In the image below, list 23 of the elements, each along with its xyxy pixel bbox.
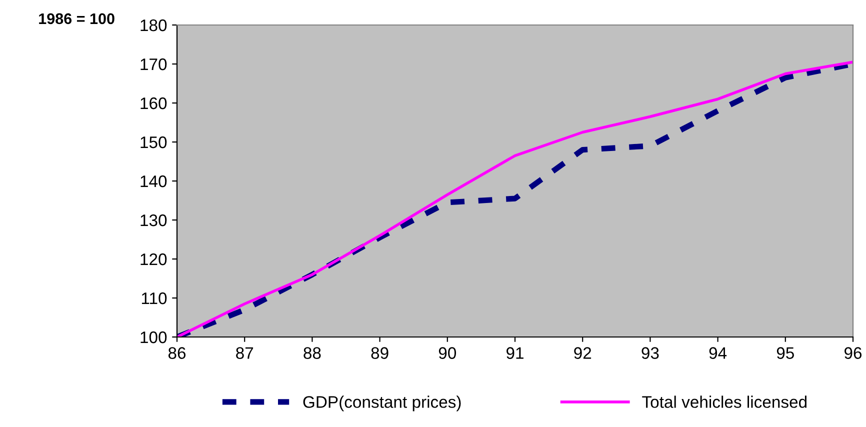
y-tick-label: 150 <box>140 136 167 148</box>
legend-label: Total vehicles licensed <box>642 396 806 408</box>
y-tick-label: 100 <box>140 331 167 344</box>
y-tick-label: 160 <box>140 97 167 110</box>
x-tick-label: 96 <box>844 347 862 359</box>
y-tick-label: 130 <box>140 214 167 226</box>
y-tick-label: 110 <box>142 292 167 304</box>
x-tick-label: 95 <box>776 347 794 359</box>
x-tick-label: 94 <box>709 347 727 359</box>
x-tick-label: 89 <box>371 347 388 359</box>
legend-label: GDP(constant prices) <box>303 396 461 412</box>
x-tick-label: 86 <box>168 347 186 359</box>
x-tick-label: 90 <box>438 347 456 359</box>
x-tick-label: 92 <box>574 347 592 359</box>
y-tick-label: 120 <box>140 253 167 266</box>
y-tick-label: 180 <box>140 19 167 32</box>
x-tick-label: 91 <box>506 347 524 359</box>
x-tick-label: 87 <box>236 347 254 359</box>
y-tick-label: 140 <box>140 175 167 188</box>
x-tick-label: 93 <box>642 347 659 359</box>
y-axis-title: 1986 = 100 <box>39 13 114 24</box>
x-tick-label: 88 <box>304 347 321 359</box>
y-tick-label: 170 <box>140 58 167 70</box>
